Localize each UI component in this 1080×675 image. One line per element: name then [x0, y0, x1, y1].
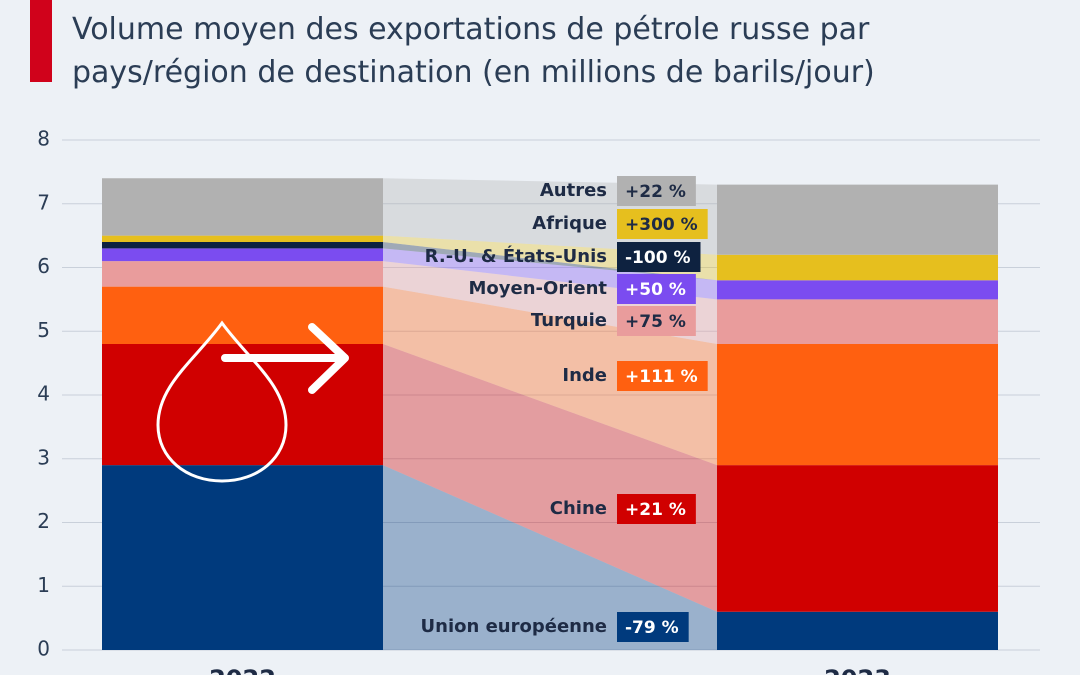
series-label: Union européenne — [421, 616, 607, 637]
series-label: Turquie — [531, 310, 607, 331]
bar-segment — [102, 235, 383, 242]
series-label: Autres — [540, 180, 607, 201]
title-accent — [30, 0, 52, 82]
y-tick-label: 5 — [37, 318, 50, 342]
bar-segment — [717, 184, 998, 255]
change-label: +22 % — [625, 182, 686, 202]
series-label: Moyen-Orient — [469, 278, 608, 299]
chart-title: Volume moyen des exportations de pétrole… — [72, 12, 875, 90]
series-label: R.-U. & États-Unis — [425, 245, 607, 267]
change-badge — [617, 274, 696, 304]
bar-segment — [102, 465, 383, 650]
bar-segment — [102, 178, 383, 236]
y-tick-label: 1 — [37, 573, 50, 597]
change-badge — [617, 612, 689, 642]
y-tick-label: 8 — [37, 127, 50, 151]
change-badge — [617, 361, 708, 391]
y-tick-label: 0 — [37, 637, 50, 661]
x-tick-label: 2023 — [824, 665, 891, 675]
change-label: +75 % — [625, 312, 686, 332]
change-badge — [617, 306, 696, 336]
bar-segment — [102, 248, 383, 262]
y-tick-label: 2 — [37, 509, 50, 533]
change-badge — [617, 494, 696, 524]
bar-segment — [102, 242, 383, 249]
y-tick-label: 6 — [37, 254, 50, 278]
change-label: +111 % — [625, 367, 698, 387]
x-tick-label: 2022 — [209, 665, 276, 675]
change-label: -100 % — [625, 248, 691, 268]
y-tick-label: 7 — [37, 190, 50, 214]
y-tick-label: 3 — [37, 445, 50, 469]
bar-segment — [717, 465, 998, 612]
bar-segment — [717, 254, 998, 281]
bar-segment — [102, 286, 383, 344]
series-label: Chine — [550, 498, 607, 519]
flow — [383, 344, 717, 612]
bar-segment — [717, 299, 998, 344]
series-label: Afrique — [532, 213, 607, 234]
bar-segment — [102, 261, 383, 287]
change-label: +300 % — [625, 215, 698, 235]
change-label: +50 % — [625, 280, 686, 300]
oil-drop-icon — [156, 320, 349, 483]
bar-segment — [717, 611, 998, 650]
flow — [383, 465, 717, 650]
change-label: +21 % — [625, 500, 686, 520]
change-badge — [617, 209, 708, 239]
series-label: Inde — [562, 365, 607, 386]
change-label: -79 % — [625, 618, 679, 638]
bar-segment — [717, 344, 998, 466]
y-tick-label: 4 — [37, 382, 50, 406]
change-badge — [617, 176, 696, 206]
bar-segment — [717, 280, 998, 300]
change-badge — [617, 242, 701, 272]
